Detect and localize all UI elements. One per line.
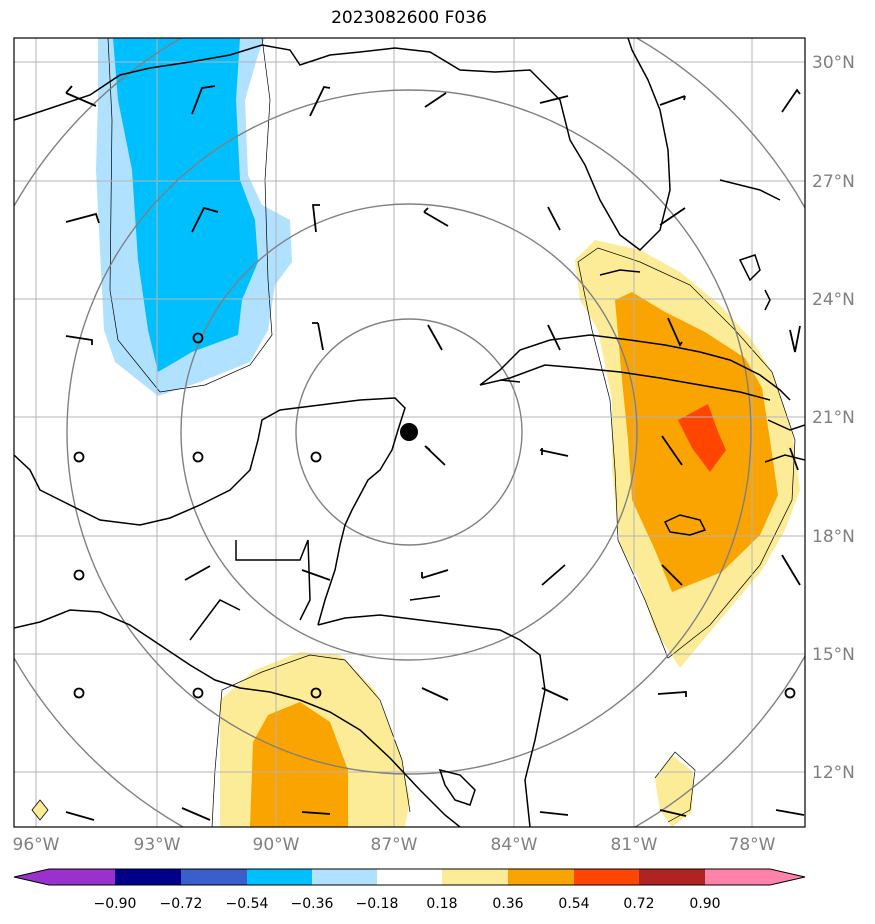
coastlines xyxy=(14,38,805,827)
lon-label: 84°W xyxy=(491,835,538,855)
colorbar-tick-label: 0.18 xyxy=(426,896,457,912)
map-frame xyxy=(13,37,806,828)
range-rings xyxy=(14,38,805,827)
colorbar-bin xyxy=(377,869,442,885)
positive-correlation-region-east xyxy=(575,240,800,668)
colorbar-bin xyxy=(115,869,181,885)
colorbar-bin xyxy=(574,869,639,885)
small-positive-region xyxy=(31,799,49,821)
lon-label: 87°W xyxy=(371,835,418,855)
lat-lon-grid xyxy=(14,38,805,827)
colorbar-tick-label: −0.18 xyxy=(356,896,399,912)
colorbar-bin xyxy=(49,869,115,885)
wind-barbs xyxy=(65,85,805,821)
colorbar-bin xyxy=(181,869,247,885)
lat-label: 18°N xyxy=(812,527,855,547)
storm-center-marker xyxy=(400,423,418,441)
colorbar-tick-label: −0.36 xyxy=(291,896,334,912)
latitude-labels: 30°N 27°N 24°N 21°N 18°N 15°N 12°N xyxy=(812,53,855,783)
lat-label: 15°N xyxy=(812,645,855,665)
negative-correlation-region xyxy=(96,38,292,396)
colorbar-tick-label: 0.54 xyxy=(558,896,589,912)
positive-correlation-region-south xyxy=(220,652,693,827)
colorbar-tick-label: 0.72 xyxy=(623,896,654,912)
colorbar-extend-low xyxy=(14,869,49,885)
lat-label: 30°N xyxy=(812,53,855,73)
lat-label: 27°N xyxy=(812,172,855,192)
colorbar-tick-label: −0.72 xyxy=(160,896,203,912)
colorbar-tick-label: −0.90 xyxy=(94,896,137,912)
colorbar-bin xyxy=(247,869,312,885)
lon-label: 90°W xyxy=(253,835,300,855)
colorbar-extend-high xyxy=(770,869,805,885)
lon-label: 96°W xyxy=(13,835,60,855)
colorbar-tick-label: −0.54 xyxy=(226,896,269,912)
map-title: 2023082600 F036 xyxy=(331,8,487,28)
lon-label: 78°W xyxy=(729,835,776,855)
lat-label: 21°N xyxy=(812,408,855,428)
colorbar-bin xyxy=(312,869,377,885)
colorbar-bin xyxy=(705,869,770,885)
colorbar-tick-label: 0.36 xyxy=(492,896,523,912)
lon-label: 93°W xyxy=(134,835,181,855)
colorbar-outline xyxy=(13,868,806,886)
colorbar-tick-label: 0.90 xyxy=(689,896,720,912)
colorbar-bin xyxy=(508,869,574,885)
contour-lines xyxy=(107,38,796,827)
colorbar-bin xyxy=(639,869,705,885)
calm-wind-markers xyxy=(73,332,796,699)
longitude-labels: 96°W 93°W 90°W 87°W 84°W 81°W 78°W xyxy=(13,835,776,855)
lon-label: 81°W xyxy=(611,835,658,855)
lat-label: 24°N xyxy=(812,290,855,310)
colorbar: −0.90 −0.72 −0.54 −0.36 −0.18 0.18 0.36 … xyxy=(13,868,806,912)
colorbar-bin xyxy=(442,869,508,885)
lat-label: 12°N xyxy=(812,763,855,783)
